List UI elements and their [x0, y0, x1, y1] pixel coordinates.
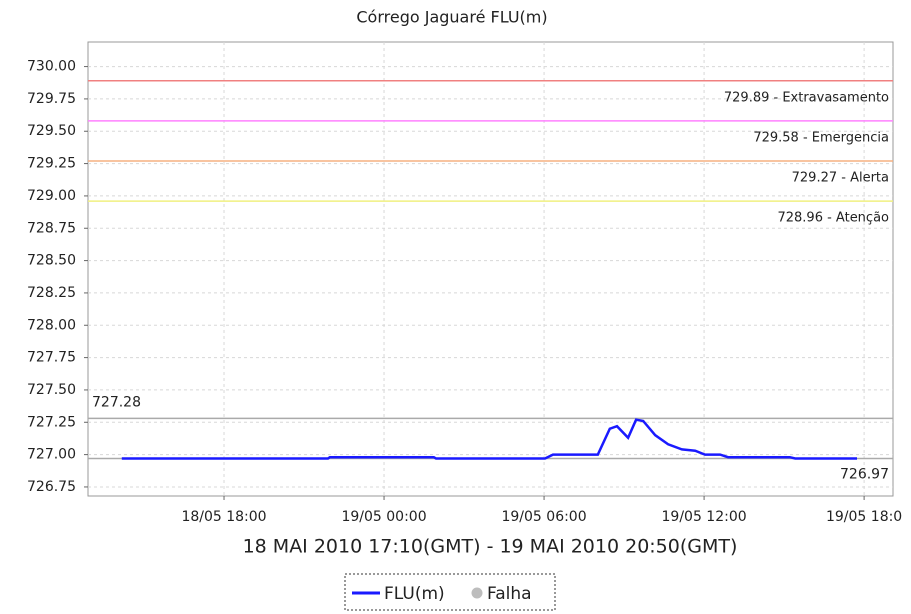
legend-label: Falha: [487, 584, 532, 604]
max-label: 727.28: [92, 394, 141, 410]
threshold-label: 729.89 - Extravasamento: [724, 90, 889, 105]
y-tick-label: 727.50: [27, 382, 76, 398]
x-tick-label: 19/05 12:00: [662, 509, 747, 525]
legend-box: [344, 573, 556, 611]
legend-label: FLU(m): [384, 584, 445, 604]
data-line: [121, 418, 857, 460]
chart-title: Córrego Jaguaré FLU(m): [356, 8, 547, 27]
y-tick-label: 727.00: [27, 447, 76, 463]
y-tick-label: 729.00: [27, 188, 76, 204]
x-axis-label: 18 MAI 2010 17:10(GMT) - 19 MAI 2010 20:…: [243, 536, 738, 558]
y-tick-label: 729.25: [27, 156, 76, 172]
threshold-label: 729.58 - Emergencia: [753, 130, 889, 145]
y-tick-label: 729.75: [27, 91, 76, 107]
y-tick-label: 728.25: [27, 285, 76, 301]
x-tick-label: 19/05 00:00: [341, 509, 426, 525]
y-tick-label: 727.75: [27, 350, 76, 366]
min-label: 726.97: [840, 466, 889, 482]
x-tick-label: 18/05 18:00: [181, 509, 266, 525]
y-tick-label: 728.75: [27, 220, 76, 236]
y-tick-label: 728.00: [27, 317, 76, 333]
y-tick-label: 730.00: [27, 59, 76, 75]
legend-marker: [471, 587, 483, 599]
y-tick-label: 729.50: [27, 123, 76, 139]
x-tick-label: 19/05 18:0: [826, 509, 902, 525]
y-tick-label: 726.75: [27, 479, 76, 495]
y-tick-label: 728.50: [27, 253, 76, 269]
plot-area: [87, 41, 894, 497]
x-tick-label: 19/05 06:00: [501, 509, 586, 525]
threshold-label: 728.96 - Atenção: [777, 211, 889, 226]
y-tick-label: 727.25: [27, 414, 76, 430]
threshold-label: 729.27 - Alerta: [792, 170, 889, 185]
